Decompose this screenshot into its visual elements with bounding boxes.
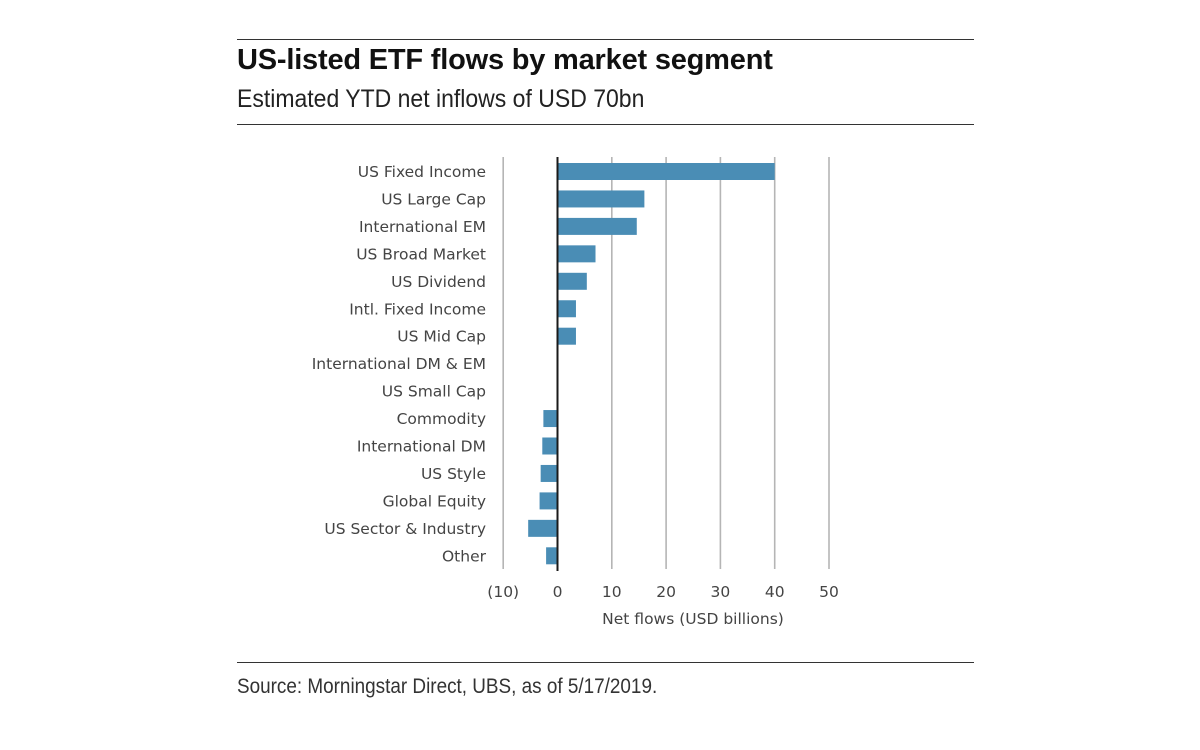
x-tick-label: 20 — [656, 583, 676, 601]
bars — [528, 163, 775, 565]
gridlines — [502, 157, 830, 569]
bar — [557, 327, 576, 345]
category-label: US Small Cap — [382, 383, 486, 401]
header-rule — [237, 124, 974, 125]
x-tick-label: 30 — [711, 583, 731, 601]
bar — [540, 464, 558, 482]
footer-rule — [237, 662, 974, 663]
source-note: Source: Morningstar Direct, UBS, as of 5… — [237, 675, 658, 698]
category-label: Global Equity — [383, 492, 486, 510]
x-tick-label: 0 — [553, 583, 563, 601]
category-label: International DM & EM — [312, 355, 486, 373]
x-tick-label: (10) — [487, 583, 519, 601]
bar — [543, 410, 558, 428]
category-label: Commodity — [397, 410, 486, 428]
category-label: International EM — [359, 218, 486, 236]
category-labels: US Fixed Income US Large Cap International… — [312, 163, 487, 565]
x-axis-title: Net flows (USD billions) — [602, 610, 784, 628]
category-label: US Style — [421, 465, 486, 483]
bar — [557, 300, 576, 318]
bar — [557, 163, 775, 180]
category-label: US Fixed Income — [358, 163, 486, 181]
bar — [542, 437, 558, 455]
bar — [557, 190, 645, 208]
category-label: Intl. Fixed Income — [349, 300, 486, 318]
bar — [557, 217, 637, 235]
category-label: International DM — [357, 438, 486, 456]
category-label: US Sector & Industry — [324, 520, 486, 538]
category-label: US Large Cap — [381, 190, 486, 208]
category-label: US Mid Cap — [397, 328, 486, 346]
bar — [557, 245, 596, 263]
x-tick-label: 10 — [602, 583, 622, 601]
bar — [528, 519, 558, 537]
x-tick-labels: (10) 0 10 20 30 40 50 — [487, 583, 839, 601]
x-tick-label: 40 — [765, 583, 785, 601]
bar — [539, 492, 558, 510]
category-label: Other — [442, 547, 487, 565]
top-rule — [237, 39, 974, 40]
bar — [546, 547, 558, 565]
category-label: US Broad Market — [356, 245, 486, 263]
category-label: US Dividend — [391, 273, 486, 291]
x-tick-label: 50 — [819, 583, 839, 601]
chart-title: US-listed ETF flows by market segment — [237, 44, 773, 76]
bar — [557, 272, 587, 290]
chart-subtitle: Estimated YTD net inflows of USD 70bn — [237, 85, 645, 113]
